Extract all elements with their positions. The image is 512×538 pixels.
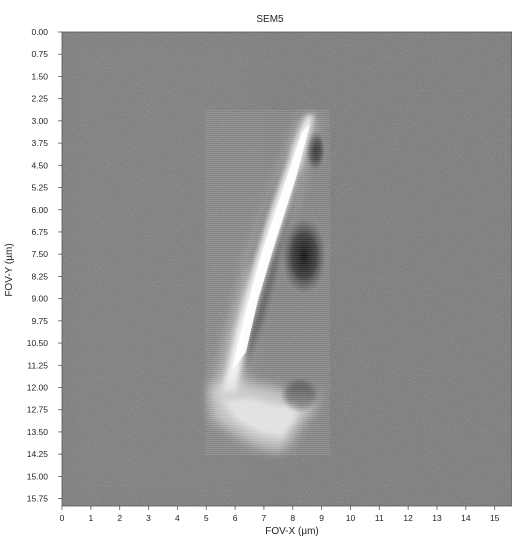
x-tick-label: 11 xyxy=(375,513,384,523)
y-tick-label: 3.00 xyxy=(31,116,48,126)
x-tick-label: 9 xyxy=(319,513,324,523)
y-tick-label: 2.25 xyxy=(31,94,48,104)
y-tick-label: 6.00 xyxy=(31,205,48,215)
x-axis: 0 1 2 3 4 5 6 7 8 9 10 11 12 13 14 15 xyxy=(60,506,500,523)
y-tick-label: 0.00 xyxy=(31,27,48,37)
y-tick-label: 6.75 xyxy=(31,227,48,237)
x-tick-label: 5 xyxy=(204,513,209,523)
x-tick-label: 0 xyxy=(60,513,65,523)
y-tick-label: 5.25 xyxy=(31,183,48,193)
x-tick-label: 12 xyxy=(403,513,413,523)
y-tick-label: 1.50 xyxy=(31,71,48,81)
x-tick-label: 2 xyxy=(117,513,122,523)
y-tick-label: 14.25 xyxy=(27,449,49,459)
x-tick-label: 4 xyxy=(175,513,180,523)
y-tick-label: 12.75 xyxy=(27,405,49,415)
x-tick-label: 8 xyxy=(290,513,295,523)
y-tick-label: 13.50 xyxy=(27,427,49,437)
y-tick-label: 8.25 xyxy=(31,271,48,281)
x-tick-label: 6 xyxy=(233,513,238,523)
x-tick-label: 14 xyxy=(461,513,471,523)
micrograph-image xyxy=(62,32,512,506)
y-tick-label: 12.00 xyxy=(27,383,49,393)
x-axis-label: FOV-X (µm) xyxy=(265,526,319,537)
y-tick-label: 9.75 xyxy=(31,316,48,326)
y-tick-label: 7.50 xyxy=(31,249,48,259)
y-tick-label: 0.75 xyxy=(31,49,48,59)
figure-title: SEM5 xyxy=(256,14,284,25)
y-tick-label: 4.50 xyxy=(31,160,48,170)
y-tick-label: 11.25 xyxy=(27,360,48,370)
x-tick-label: 15 xyxy=(490,513,500,523)
y-tick-label: 15.75 xyxy=(27,494,49,504)
x-tick-label: 7 xyxy=(262,513,267,523)
plot-frame xyxy=(61,31,512,507)
x-tick-label: 1 xyxy=(88,513,93,523)
x-tick-label: 10 xyxy=(346,513,356,523)
y-tick-label: 15.00 xyxy=(27,471,49,481)
y-tick-label: 10.50 xyxy=(27,338,49,348)
y-axis-label: FOV-Y (µm) xyxy=(4,243,15,296)
y-axis: 0.00 0.75 1.50 2.25 3.00 3.75 4.50 5.25 6.00 6.75… xyxy=(27,27,62,504)
x-tick-label: 3 xyxy=(146,513,151,523)
x-tick-label: 13 xyxy=(432,513,442,523)
y-tick-label: 3.75 xyxy=(31,138,48,148)
y-tick-label: 9.00 xyxy=(31,294,48,304)
